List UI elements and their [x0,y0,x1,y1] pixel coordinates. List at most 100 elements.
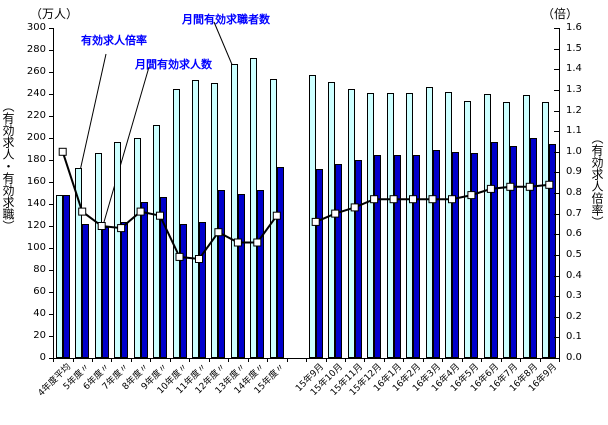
right-axis-tick [554,337,559,339]
left-axis-tick-label: 20 [33,330,46,341]
left-axis-tick-label: 0 [39,352,46,363]
bar-openings [257,189,265,358]
ratio-marker [97,222,106,230]
x-axis-tick [150,359,152,362]
x-axis-tick [520,359,522,362]
right-axis-tick [554,89,559,91]
left-axis-tick-label: 40 [33,308,46,319]
x-axis-tick [461,359,463,362]
annotation-seekers-label: 月間有効求職者数 [182,13,270,26]
left-axis-tick [49,292,53,293]
left-axis-tick-label: 160 [26,176,46,187]
x-axis-tick [130,359,132,362]
right-axis-unit-caption: （倍） [542,7,579,21]
bar-seekers [464,100,472,358]
bar-seekers [230,64,238,358]
bar-openings [335,164,343,358]
bar-openings [160,197,167,358]
left-axis-title: （有効求人・有効求職） [1,100,15,232]
left-axis-tick-label: 300 [26,22,46,33]
bar-openings [393,154,401,358]
bar-openings [199,221,206,358]
bar-seekers [114,142,122,358]
x-axis-tick [344,359,346,362]
ratio-marker [486,184,495,193]
left-axis-line [53,28,54,359]
right-axis-tick [554,254,559,256]
bar-openings [374,154,382,358]
ratio-marker [389,195,398,204]
bar-openings [140,201,148,358]
right-axis-title: （有効求人倍率） [590,132,604,228]
right-axis-tick [554,131,559,133]
right-axis-tick [554,296,559,298]
bottom-axis-line [53,358,560,359]
bar-openings [510,145,518,358]
ratio-marker [409,195,417,204]
right-axis-tick-label: 0.1 [566,331,582,343]
left-axis-tick [49,160,53,161]
left-axis-unit-caption: （万人） [30,7,79,21]
ratio-marker [58,147,67,156]
x-axis-tick [53,359,54,362]
x-axis-tick [267,359,269,362]
right-axis-tick [554,358,559,359]
ratio-marker [428,195,437,204]
right-axis-tick-label: 0.9 [566,166,582,178]
left-axis-tick-label: 280 [26,44,46,55]
right-axis-tick-label: 1.1 [566,125,582,137]
left-axis-tick-label: 80 [33,264,46,275]
left-axis-tick [49,182,53,183]
x-axis-tick [169,359,171,362]
ratio-marker [253,238,262,247]
bar-openings [82,223,90,358]
left-axis-tick [49,248,53,249]
bar-openings [354,160,362,358]
bar-openings [179,223,187,358]
bar-seekers [133,138,141,358]
ratio-marker [448,195,456,204]
ratio-marker [545,180,554,189]
left-axis-tick-label: 100 [26,242,46,253]
bar-openings [237,194,245,358]
right-axis-tick-label: 0.7 [566,207,582,219]
right-axis-line [559,28,560,359]
ratio-marker [467,191,476,200]
left-axis-tick-label: 220 [26,110,46,121]
x-axis-tick [559,359,560,362]
bar-seekers [445,91,452,358]
bar-seekers [347,88,355,358]
x-axis-tick [228,359,230,362]
left-axis-tick [49,94,53,95]
right-axis-tick [554,193,559,194]
ratio-marker [78,207,87,216]
right-axis-tick [554,213,559,215]
bar-seekers [522,95,530,358]
right-axis-tick-label: 0.0 [566,352,582,363]
right-axis-tick-label: 0.8 [566,187,582,198]
left-axis-tick [49,204,53,205]
right-axis-tick [554,69,559,71]
bar-openings [413,154,420,358]
bar-openings [62,195,70,358]
right-axis-tick [554,110,559,112]
left-axis-tick [49,336,53,337]
annotation-openings-label: 月間有効求人数 [135,58,212,71]
ratio-marker [370,195,379,204]
x-axis-tick [286,359,288,362]
x-axis-tick [383,359,385,362]
bar-seekers [386,92,394,358]
ratio-marker [136,207,145,216]
left-axis-tick [49,226,53,227]
x-axis-tick [72,359,74,362]
bar-seekers [503,101,511,358]
x-axis-tick [364,359,366,362]
right-axis-tick-label: 1.4 [566,63,582,75]
left-axis-tick [49,116,53,117]
left-axis-tick-label: 240 [26,88,46,99]
ratio-marker [175,252,184,261]
left-axis-tick [49,72,53,73]
right-axis-tick [554,275,559,277]
left-axis-tick-label: 140 [26,198,46,209]
